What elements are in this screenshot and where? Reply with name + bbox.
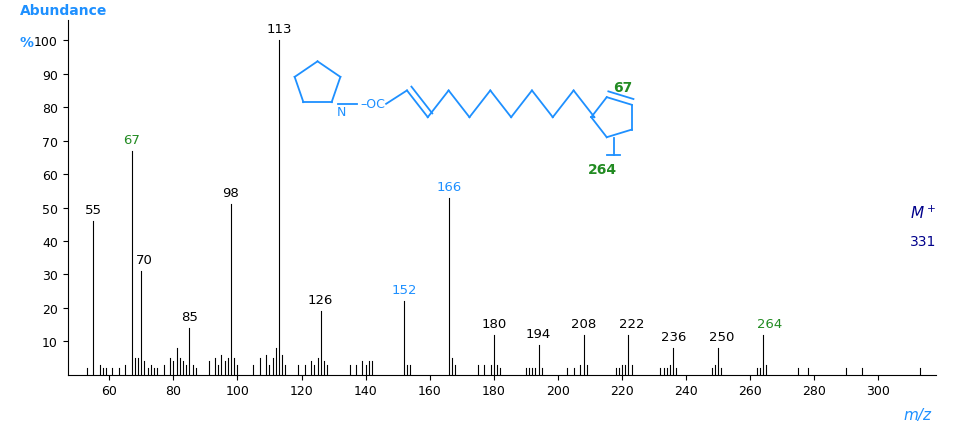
Text: 126: 126: [308, 294, 334, 306]
Text: 264: 264: [588, 162, 618, 176]
Text: 85: 85: [180, 310, 198, 323]
Text: 67: 67: [124, 133, 140, 147]
Text: 250: 250: [708, 330, 734, 343]
Text: 208: 208: [571, 317, 596, 330]
Text: %: %: [20, 35, 34, 49]
Text: Abundance: Abundance: [20, 3, 107, 17]
Text: –OC: –OC: [361, 98, 385, 111]
Text: 236: 236: [661, 330, 686, 343]
Text: N: N: [337, 106, 345, 119]
Text: 152: 152: [391, 284, 417, 296]
Text: 194: 194: [526, 327, 551, 340]
Text: 180: 180: [482, 317, 507, 330]
Text: 70: 70: [136, 253, 152, 267]
Text: 55: 55: [85, 204, 101, 216]
Text: 113: 113: [266, 23, 291, 36]
Text: 67: 67: [613, 81, 632, 95]
Text: m/z: m/z: [903, 407, 931, 422]
Text: $M^+$: $M^+$: [910, 204, 937, 222]
Text: 264: 264: [757, 317, 782, 330]
Text: 98: 98: [223, 187, 239, 200]
Text: 331: 331: [910, 234, 937, 248]
Text: 222: 222: [619, 317, 645, 330]
Text: 166: 166: [436, 180, 461, 193]
